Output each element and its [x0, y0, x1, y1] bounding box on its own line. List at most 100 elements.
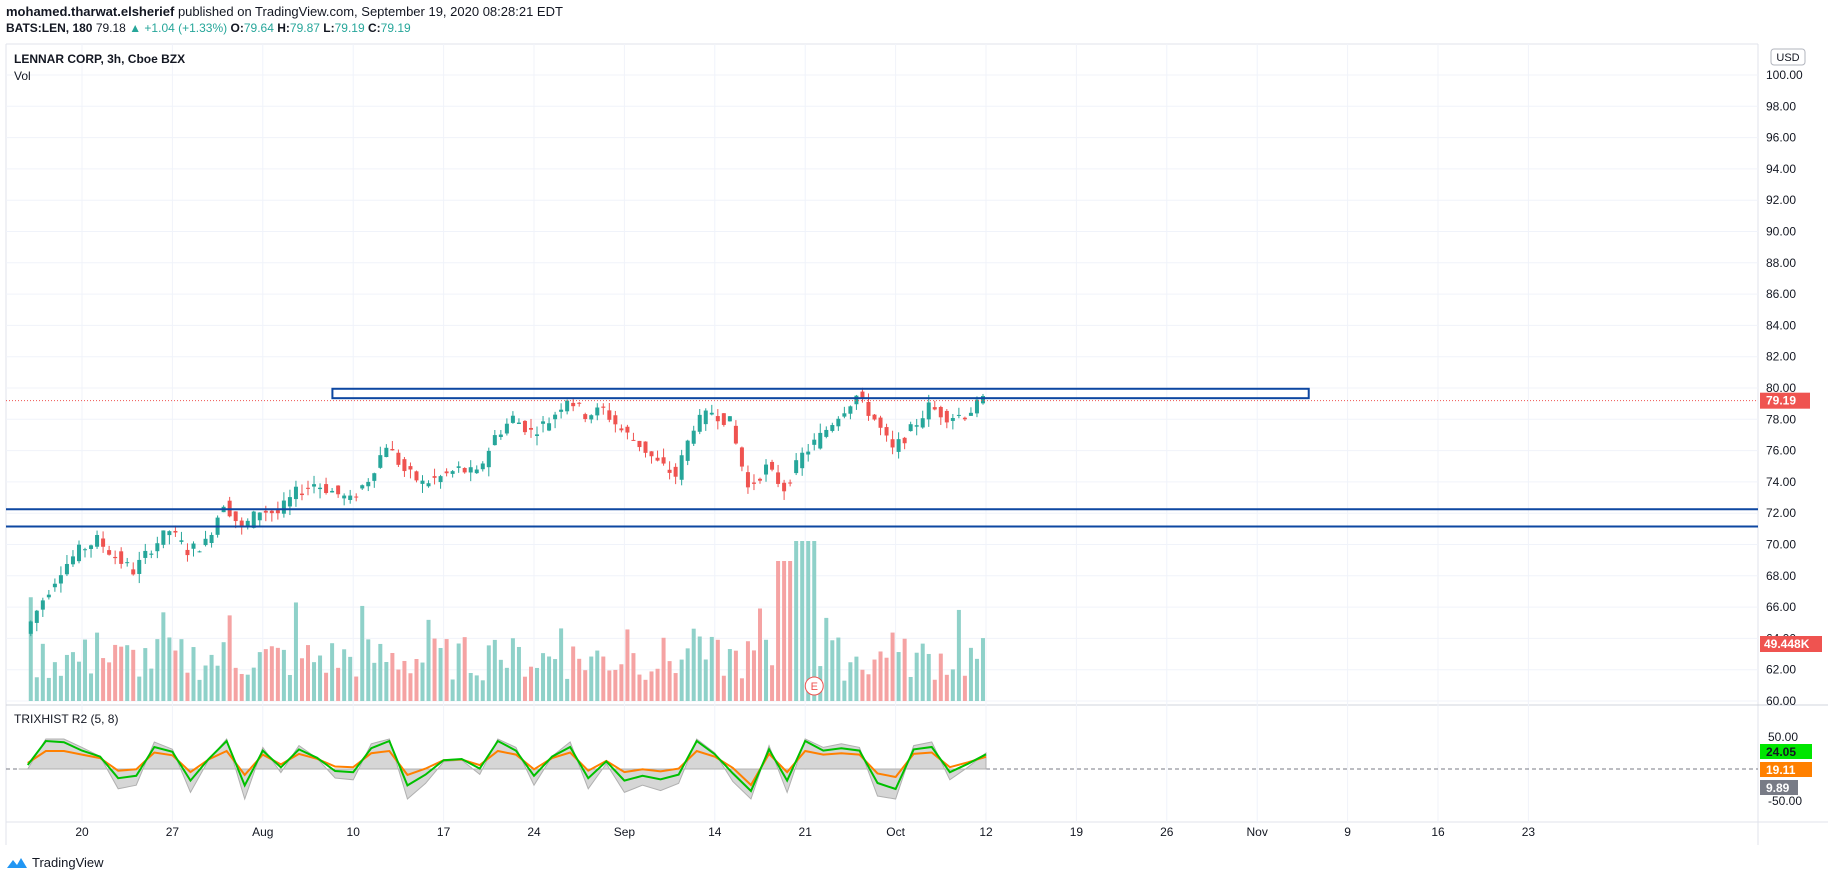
volume-bar [95, 632, 100, 701]
time-tick-label: 10 [347, 825, 361, 839]
candle-body [980, 395, 985, 404]
price-tick-label: 82.00 [1766, 350, 1796, 364]
volume-bar [203, 665, 208, 701]
volume-bar [866, 674, 871, 701]
volume-bar [173, 650, 178, 701]
candle-body [541, 421, 546, 424]
volume-bar [830, 640, 835, 701]
volume-bar [70, 652, 75, 701]
candle-body [318, 487, 323, 490]
candle-body [143, 550, 148, 558]
volume-bar [293, 602, 298, 701]
trix-hist-badge [1760, 780, 1798, 795]
volume-bar [655, 668, 660, 701]
volume-bar [486, 645, 491, 701]
volume-bar [860, 669, 865, 701]
volume-bar [703, 659, 708, 701]
volume-bar [137, 676, 142, 701]
candle-body [462, 468, 467, 473]
candle-body [263, 510, 268, 513]
price-tick-label: 76.00 [1766, 444, 1796, 458]
volume-bar [312, 662, 317, 701]
volume-bar [131, 649, 136, 701]
volume-bar [522, 676, 527, 701]
candle-body [185, 549, 190, 556]
volume-bar [426, 619, 431, 701]
candle-body [776, 472, 781, 484]
volume-bar [914, 652, 919, 701]
candle-body [721, 413, 726, 425]
candle-body [58, 575, 63, 584]
candle-body [498, 434, 503, 437]
last-price-value: 79.19 [1766, 394, 1796, 408]
candle-body [553, 414, 558, 420]
volume-bar [414, 659, 419, 701]
low-value: 79.19 [334, 21, 365, 35]
currency-badge [1770, 48, 1806, 66]
volume-bar [673, 673, 678, 701]
candle-body [342, 495, 347, 499]
volume-bar [709, 636, 714, 701]
volume-bar [758, 608, 762, 701]
volume-bar [896, 652, 901, 701]
volume-bar [770, 665, 775, 701]
candle-body [450, 471, 455, 474]
volume-bar [528, 666, 533, 701]
time-tick-label: 17 [437, 825, 451, 839]
candle-body [432, 476, 437, 478]
volume-bar [390, 652, 395, 701]
candle-body [468, 467, 473, 473]
close-label: C: [367, 21, 381, 35]
candle-body [239, 520, 244, 526]
volume-bar [107, 662, 112, 701]
volume-bar [751, 650, 756, 701]
currency-label: USD [1776, 52, 1799, 64]
volume-bar [287, 674, 292, 701]
volume-bar [155, 639, 160, 701]
last-price-badge [1760, 392, 1810, 409]
volume-bar [739, 678, 744, 701]
volume-bar [565, 678, 570, 701]
candle-body [709, 412, 714, 415]
change-arrow-icon: ▲ [129, 21, 142, 35]
candle-body [209, 534, 214, 544]
candle-body [758, 478, 762, 481]
price-tick-label: 96.00 [1766, 131, 1796, 145]
volume-bar [932, 679, 937, 701]
candle-body [161, 530, 166, 545]
volume-bar [197, 679, 202, 701]
volume-bar [679, 659, 684, 701]
candle-body [420, 480, 425, 484]
volume-bar [462, 637, 467, 701]
volume-bar [848, 662, 853, 701]
candle-body [251, 511, 256, 528]
candle-body [95, 534, 100, 547]
candle-body [866, 401, 871, 416]
candle-body [107, 550, 112, 555]
volume-bar [601, 656, 606, 701]
footer: TradingView [6, 855, 104, 870]
publish-info: mohamed.tharwat.elsherief published on T… [6, 4, 563, 19]
volume-bar [113, 644, 118, 701]
volume-bar [541, 653, 546, 701]
candle-body [848, 406, 853, 414]
volume-bar [733, 650, 738, 701]
candle-body [504, 423, 509, 434]
trix-slow-badge [1760, 762, 1812, 777]
candle-body [287, 497, 292, 507]
author-name[interactable]: mohamed.tharwat.elsherief [6, 4, 175, 19]
volume-bar [396, 669, 401, 701]
candle-body [360, 485, 365, 489]
open-value: 79.64 [243, 21, 274, 35]
brand-name[interactable]: TradingView [32, 855, 104, 870]
volume-bar [643, 679, 648, 701]
volume-bar [76, 661, 81, 701]
time-tick-label: 19 [1070, 825, 1084, 839]
candle-body [535, 434, 540, 436]
candle-body [703, 410, 708, 425]
candle-body [378, 455, 383, 468]
price-tick-label: 86.00 [1766, 287, 1796, 301]
price-tick-label: 94.00 [1766, 162, 1796, 176]
indicator-tick-label: 50.00 [1768, 730, 1798, 744]
